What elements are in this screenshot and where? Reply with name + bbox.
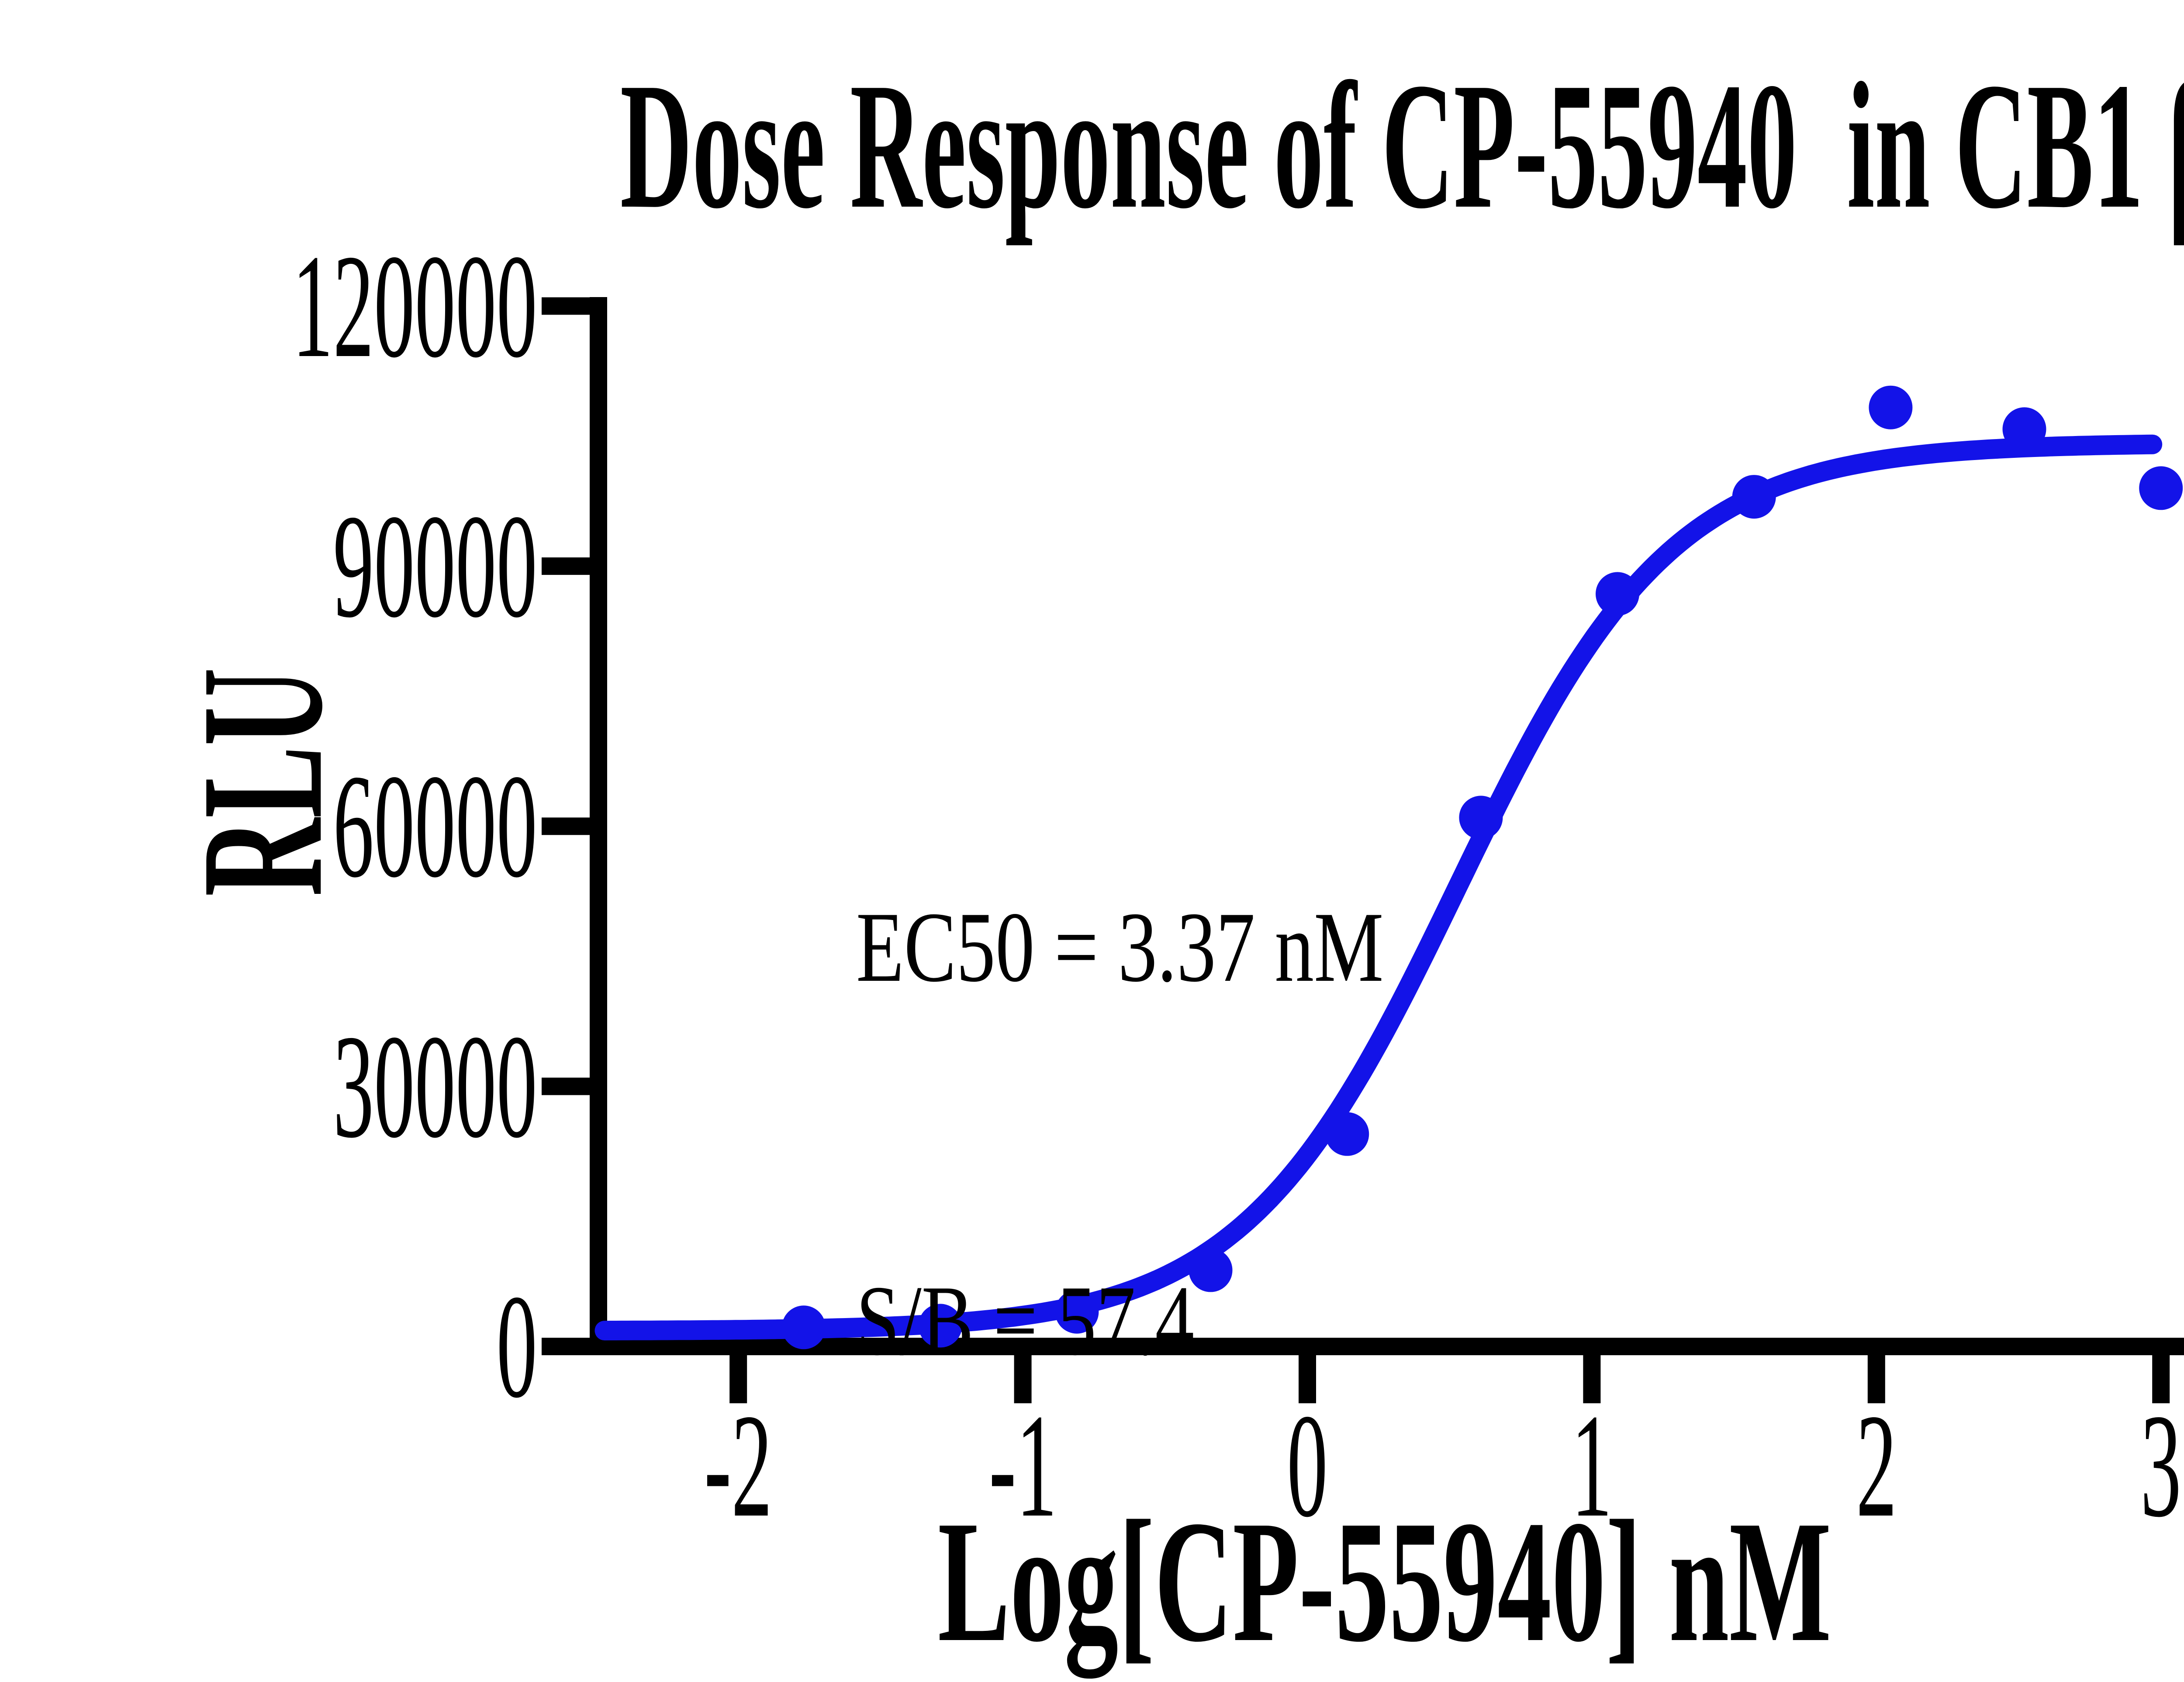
x-tick--2: [729, 1355, 747, 1403]
x-tick-2: [1867, 1355, 1885, 1403]
x-tick-label-0: 0: [1287, 1383, 1328, 1548]
data-point-0: [782, 1305, 826, 1350]
y-tick-120000: [542, 297, 590, 315]
data-point-4: [1325, 1112, 1369, 1156]
y-tick-60000: [542, 817, 590, 835]
fit-curve: [594, 434, 2163, 1341]
x-tick-0: [1299, 1355, 1316, 1403]
y-axis-title: RLU: [165, 668, 359, 896]
data-point-5: [1459, 796, 1503, 840]
x-axis-line: [590, 1338, 2184, 1355]
ec50-value: EC50 = 3.37 nM: [856, 891, 1384, 1003]
x-tick-label--2: -2: [704, 1383, 772, 1548]
y-tick-label-120000: 120000: [292, 224, 537, 388]
data-point-8: [1869, 385, 1913, 429]
x-tick-label--1: -1: [989, 1383, 1057, 1548]
y-tick-0: [542, 1338, 590, 1355]
x-tick-label-1: 1: [1571, 1383, 1612, 1548]
data-point-7: [1732, 475, 1776, 519]
x-tick-label-2: 2: [1856, 1383, 1897, 1548]
y-tick-30000: [542, 1077, 590, 1095]
data-point-2: [1055, 1290, 1099, 1334]
x-tick--1: [1014, 1355, 1032, 1403]
y-tick-label-30000: 30000: [333, 1004, 538, 1169]
signal-to-background-value: S/B = 57.4: [856, 1265, 1195, 1376]
data-point-10: [2139, 466, 2183, 510]
fit-annotation: EC50 = 3.37 nM S/B = 57.4: [856, 636, 1384, 1632]
y-tick-label-90000: 90000: [333, 484, 538, 648]
x-axis-title-box: Log[CP-55940] nM: [729, 1485, 2040, 1678]
x-tick-3: [2152, 1355, 2170, 1403]
data-point-3: [1189, 1248, 1233, 1292]
y-tick-label-0: 0: [496, 1264, 538, 1429]
x-tick-1: [1583, 1355, 1601, 1403]
x-tick-label-3: 3: [2140, 1383, 2181, 1548]
chart-title: Dose Response of CP-55940 in CB1 β-Arres…: [620, 45, 2184, 246]
data-point-6: [1596, 572, 1639, 616]
data-point-9: [2002, 407, 2046, 451]
data-point-1: [918, 1304, 962, 1348]
y-tick-label-60000: 60000: [333, 744, 538, 908]
y-axis-line: [590, 297, 607, 1355]
x-axis-title: Log[CP-55940] nM: [938, 1485, 1832, 1678]
y-tick-90000: [542, 557, 590, 575]
